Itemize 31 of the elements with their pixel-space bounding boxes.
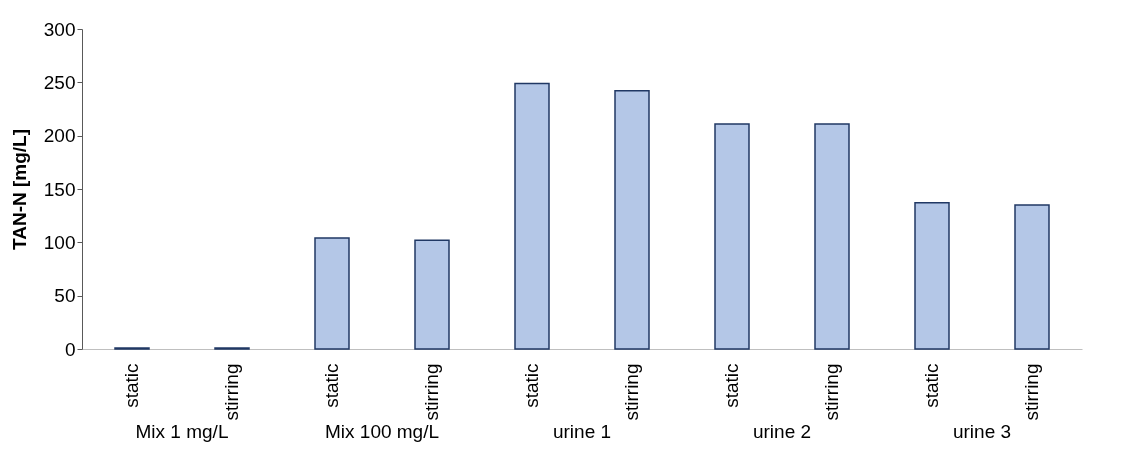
y-tick-label: 150: [43, 178, 76, 200]
text: Mix 100 mg/L: [324, 421, 440, 442]
x-tick-label: static: [321, 363, 342, 408]
x-tick-label: stirring: [421, 363, 442, 421]
x-tick-label: stirring: [1021, 363, 1042, 421]
x-tick-label: stirring: [221, 363, 242, 421]
x-tick-label: static: [121, 363, 142, 408]
bar: [314, 237, 350, 350]
bar: [414, 239, 450, 350]
x-tick-label: static: [721, 363, 742, 408]
text: Mix 1 mg/L: [135, 421, 229, 442]
text: urine 3: [952, 421, 1012, 442]
bar: [714, 123, 750, 350]
y-tick-label: 200: [43, 125, 76, 147]
bar: [1014, 204, 1050, 350]
x-tick-label: static: [521, 363, 542, 408]
bar: [514, 82, 550, 350]
y-axis-title: TAN-N [mg/L]: [8, 128, 30, 251]
bar: [614, 90, 650, 350]
y-tick-label: 300: [43, 18, 76, 40]
text: urine 1: [552, 421, 612, 442]
x-tick-label: static: [921, 363, 942, 408]
bar: [814, 123, 850, 350]
x-tick-label: stirring: [821, 363, 842, 421]
y-tick-label: 100: [43, 231, 76, 253]
y-tick-label: 50: [54, 285, 76, 307]
x-tick-label: stirring: [621, 363, 642, 421]
text: urine 2: [752, 421, 812, 442]
y-tick-label: 250: [43, 71, 76, 93]
bar: [914, 202, 950, 350]
y-tick-label: 0: [64, 338, 76, 360]
